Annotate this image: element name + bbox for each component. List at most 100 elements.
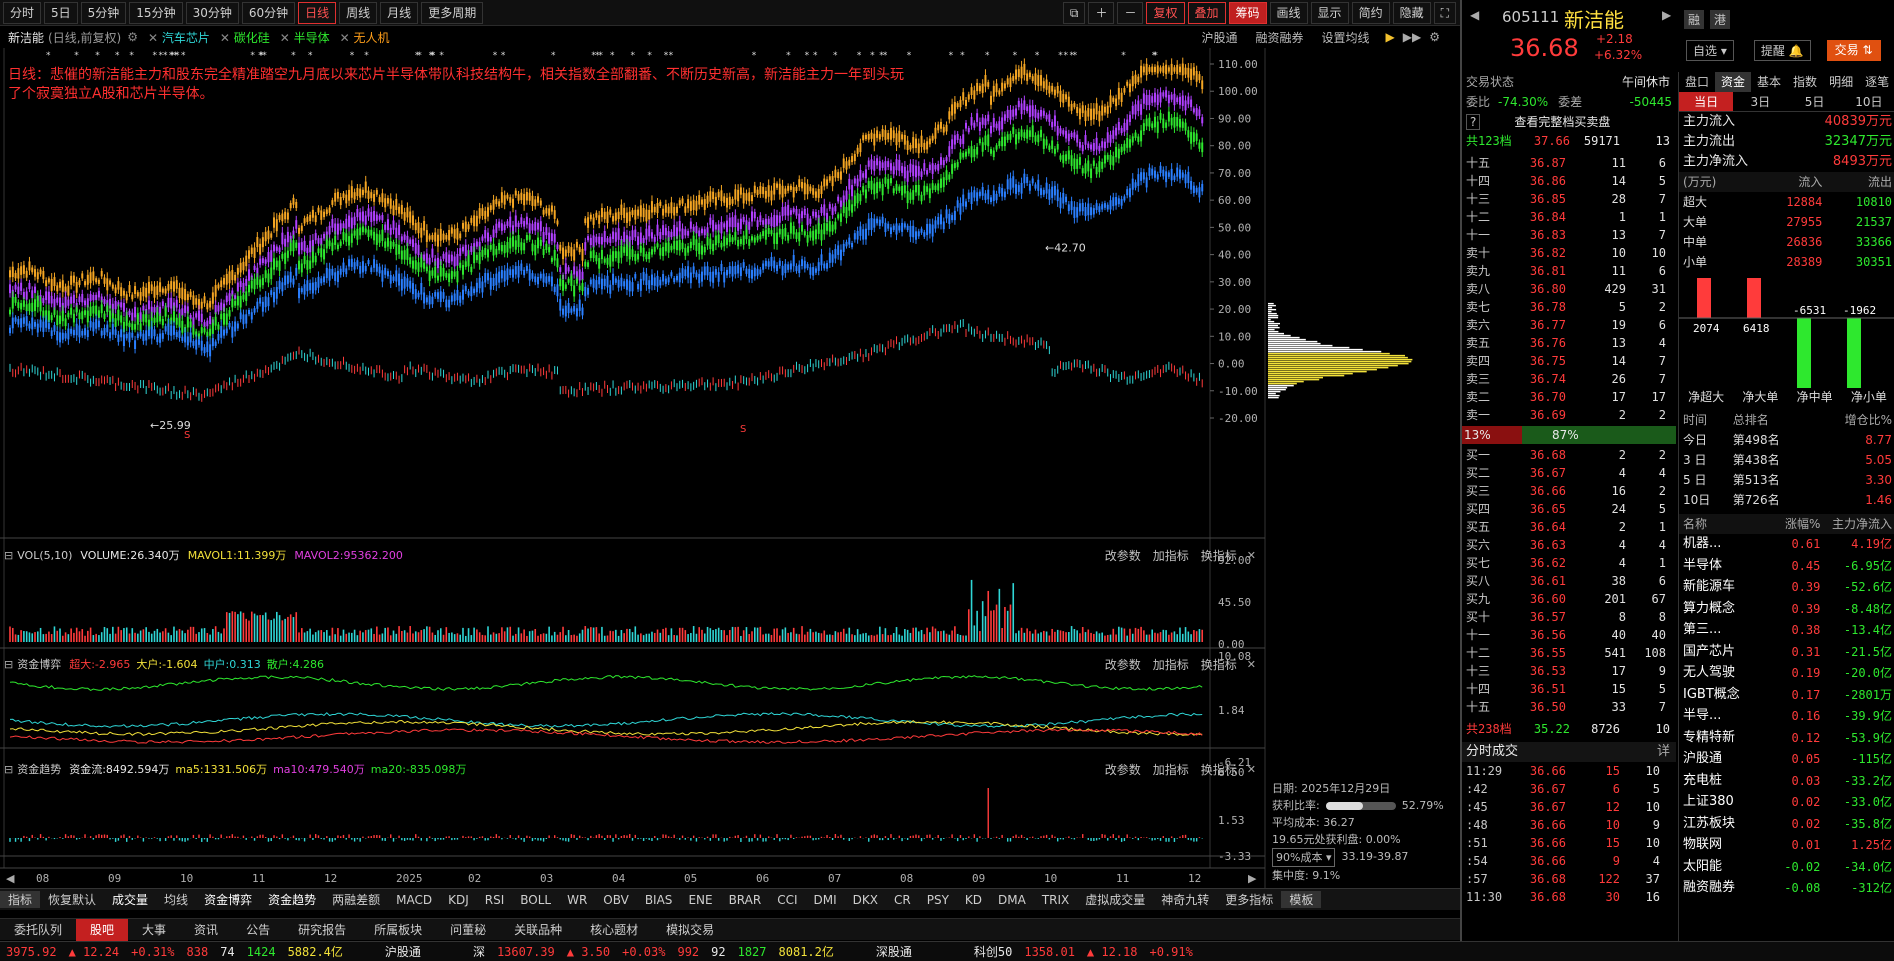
indicator-tab-8[interactable]: KDJ	[448, 892, 469, 907]
concept-tag-1[interactable]: ✕ 碳化硅	[219, 30, 270, 45]
indicator-tab-18[interactable]: DKX	[852, 892, 878, 907]
sector-row[interactable]: 无人驾驶 0.19 -20.0亿	[1683, 665, 1892, 680]
indicator-tab-19[interactable]: CR	[894, 892, 911, 907]
indicator-tab-26[interactable]: 更多指标	[1225, 893, 1274, 907]
bottom-tab-6[interactable]: 所属板块	[374, 923, 423, 937]
indicator-tab-22[interactable]: DMA	[998, 892, 1026, 907]
ticks-detail-link[interactable]: 详	[1656, 744, 1670, 759]
bottom-tab-5[interactable]: 研究报告	[298, 923, 347, 937]
sector-row[interactable]: 充电桩 0.03 -33.2亿	[1683, 772, 1892, 788]
indicator-tab-2[interactable]: 成交量	[112, 893, 149, 907]
alert-button[interactable]: 提醒 🔔	[1753, 40, 1811, 61]
sector-row[interactable]: 江苏板块 0.02 -35.8亿	[1683, 815, 1892, 831]
full-orderbook-link[interactable]: 查看完整档买卖盘	[1514, 115, 1611, 129]
flow-tab-4[interactable]: 明细	[1829, 75, 1854, 89]
indicator-tab-0[interactable]: 指标	[0, 891, 41, 908]
indicator-tab-14[interactable]: ENE	[688, 892, 713, 907]
period-tab-7[interactable]: 周线	[339, 1, 378, 24]
sector-row[interactable]: 国产芯片 0.31 -21.5亿	[1683, 643, 1892, 659]
indicator-tab-16[interactable]: CCI	[777, 892, 798, 907]
toolbar-btn-0[interactable]: 复权	[1146, 1, 1185, 24]
concept-tag-0[interactable]: ✕ 汽车芯片	[147, 30, 210, 45]
concept-tag-2[interactable]: ✕ 半导体	[279, 30, 330, 45]
sector-row[interactable]: 算力概念 0.39 -8.48亿	[1683, 600, 1892, 616]
flow-tab-5[interactable]: 逐笔	[1865, 75, 1890, 89]
indicator-tab-5[interactable]: 资金趋势	[268, 893, 317, 907]
flow-tab-0[interactable]: 盘口	[1685, 75, 1710, 89]
indicator-tab-3[interactable]: 均线	[164, 893, 189, 907]
bottom-tab-4[interactable]: 公告	[246, 923, 271, 937]
zoom-in-icon[interactable]: ＋	[1088, 1, 1115, 24]
add-indicator-button[interactable]: 加指标	[1152, 657, 1189, 672]
toolbar-btn-1[interactable]: 叠加	[1187, 1, 1226, 24]
kline-chart[interactable]: 110.00100.0090.0080.0070.0060.0050.0040.…	[0, 48, 1460, 888]
bottom-tab-10[interactable]: 模拟交易	[666, 923, 715, 937]
indicator-tab-15[interactable]: BRAR	[728, 892, 762, 907]
add-indicator-button[interactable]: 加指标	[1152, 548, 1189, 563]
sector-row[interactable]: 机器... 0.61 4.19亿	[1683, 536, 1892, 551]
bottom-tab-3[interactable]: 资讯	[194, 923, 219, 937]
indicator-tab-10[interactable]: BOLL	[520, 892, 552, 907]
window-icon[interactable]: ⧉	[1062, 1, 1086, 24]
indicator-tab-21[interactable]: KD	[964, 892, 983, 907]
day-tab-1[interactable]: 3日	[1750, 95, 1771, 109]
day-tab-2[interactable]: 5日	[1804, 95, 1825, 109]
edit-params-button[interactable]: 改参数	[1104, 762, 1141, 777]
chart-link-1[interactable]: 融资融券	[1255, 30, 1304, 45]
sector-row[interactable]: IGBT概念 0.17 -2801万	[1683, 686, 1892, 702]
sector-row[interactable]: 沪股通 0.05 -115亿	[1683, 751, 1892, 766]
edit-params-button[interactable]: 改参数	[1104, 548, 1141, 563]
close-icon[interactable]: ✕	[1246, 548, 1256, 562]
settings-icon[interactable]: ⚙	[1429, 30, 1440, 44]
switch-indicator-button[interactable]: 换指标	[1200, 762, 1237, 777]
switch-indicator-button[interactable]: 换指标	[1200, 548, 1237, 563]
indicator-tab-11[interactable]: WR	[567, 892, 588, 907]
day-tab-0[interactable]: 当日	[1679, 92, 1734, 111]
indicator-tab-23[interactable]: TRIX	[1041, 892, 1070, 907]
sector-row[interactable]: 新能源车 0.39 -52.6亿	[1683, 579, 1892, 594]
play-icon[interactable]: ▶	[1385, 30, 1395, 44]
bottom-tab-7[interactable]: 问董秘	[450, 923, 487, 937]
bottom-tab-8[interactable]: 关联品种	[514, 923, 563, 937]
chart-link-2[interactable]: 设置均线	[1321, 30, 1370, 45]
watchlist-button[interactable]: 自选 ▾	[1686, 40, 1734, 61]
indicator-tab-7[interactable]: MACD	[396, 892, 433, 907]
flow-tab-3[interactable]: 指数	[1793, 75, 1818, 89]
sector-row[interactable]: 物联网 0.01 1.25亿	[1683, 837, 1892, 852]
bottom-tab-2[interactable]: 大事	[142, 923, 167, 937]
indicator-tab-13[interactable]: BIAS	[644, 892, 673, 907]
bottom-tab-9[interactable]: 核心题材	[590, 923, 639, 937]
period-tab-5[interactable]: 60分钟	[241, 1, 296, 24]
chart-link-0[interactable]: 沪股通	[1201, 30, 1238, 45]
flow-tab-1[interactable]: 资金	[1715, 72, 1752, 92]
fullscreen-icon[interactable]: ⛶	[1433, 1, 1456, 24]
toolbar-btn-2[interactable]: 筹码	[1228, 1, 1267, 24]
sector-row[interactable]: 专精特新 0.12 -53.9亿	[1683, 729, 1892, 745]
prev-stock-icon[interactable]: ◀	[1470, 8, 1480, 22]
period-tab-3[interactable]: 15分钟	[129, 1, 183, 24]
sector-row[interactable]: 第三... 0.38 -13.4亿	[1683, 622, 1892, 637]
indicator-tab-24[interactable]: 虚拟成交量	[1085, 893, 1146, 907]
period-tab-2[interactable]: 5分钟	[80, 1, 127, 24]
period-tab-6[interactable]: 日线	[298, 1, 337, 24]
sector-row[interactable]: 上证380 0.02 -33.0亿	[1683, 794, 1892, 809]
indicator-tab-4[interactable]: 资金博弈	[204, 893, 253, 907]
period-tab-1[interactable]: 5日	[44, 1, 78, 24]
toolbar-btn-5[interactable]: 简约	[1351, 1, 1390, 24]
period-tab-8[interactable]: 月线	[380, 1, 419, 24]
indicator-tab-6[interactable]: 两融差额	[332, 893, 381, 907]
period-tab-0[interactable]: 分时	[3, 1, 42, 24]
trade-button[interactable]: 交易 ⇅	[1826, 40, 1881, 61]
zoom-out-icon[interactable]: －	[1117, 1, 1144, 24]
day-tab-3[interactable]: 10日	[1855, 95, 1883, 109]
help-icon[interactable]: ?	[1466, 114, 1481, 130]
bottom-tab-0[interactable]: 委托队列	[14, 923, 63, 937]
vol-panel-buttons[interactable]: 改参数 加指标 换指标	[1105, 547, 1237, 564]
period-tab-4[interactable]: 30分钟	[185, 1, 239, 24]
hk-tag[interactable]: 港	[1710, 10, 1731, 29]
scroll-right-icon[interactable]: ▶	[1248, 872, 1257, 885]
indicator-tab-9[interactable]: RSI	[484, 892, 505, 907]
hgt-link[interactable]: 沪股通	[384, 945, 421, 959]
period-tab-9[interactable]: 更多周期	[421, 1, 484, 24]
step-icon[interactable]: ▶▶	[1402, 30, 1422, 44]
